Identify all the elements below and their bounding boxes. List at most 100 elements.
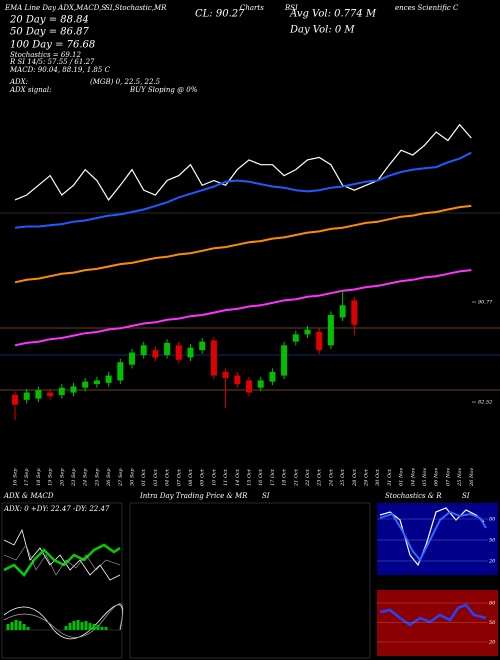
legend-text: MACD: 90.04, 88.19, 1.85 C [9, 66, 111, 74]
x-tick-label: 30 Sep [130, 468, 136, 486]
x-tick-label: 17 Oct [270, 468, 276, 486]
x-tick-label: 23 Sep [71, 468, 77, 487]
candle-body [269, 371, 276, 382]
header-text: Avg Vol: 0.774 M [289, 9, 377, 20]
x-tick-label: 07 Oct [176, 468, 182, 486]
macd-line [3, 603, 124, 638]
panel-title: SI [262, 492, 270, 500]
candle-body [304, 329, 311, 335]
legend-text: ADX signal: [9, 86, 51, 94]
adx-line [3, 544, 121, 576]
candle-body [164, 342, 171, 355]
header-text: Day Vol: 0 M [289, 25, 355, 36]
candle-body [234, 375, 241, 385]
adx-line [3, 543, 121, 577]
panel-tick-label: 80 [489, 601, 496, 607]
x-tick-label: 25 Sep [94, 468, 100, 487]
x-tick-label: 03 Oct [153, 468, 159, 486]
header-text: CL: 90.27 [195, 9, 245, 20]
candle-body [316, 331, 323, 351]
adx-lines [3, 528, 124, 640]
x-tick-label: 06 Nov [434, 468, 440, 486]
x-tick-label: 05 Nov [422, 468, 428, 486]
candle-body [292, 334, 299, 342]
panel-title: Intra Day Trading Price & MR [139, 492, 248, 500]
legend-text: 100 Day = 76.68 [10, 40, 95, 51]
panel-title: ADX & MACD [3, 492, 54, 500]
adx-line [3, 528, 121, 581]
x-tick-label: 01 Nov [399, 468, 405, 486]
candle-body [140, 345, 147, 355]
candle-body [246, 380, 252, 393]
x-tick-label: 15 Oct [247, 468, 253, 486]
x-tick-label: 16 Sep [13, 468, 19, 486]
x-tick-label: 19 Sep [48, 468, 54, 486]
rsi-panel [377, 590, 498, 656]
candle-body [47, 392, 54, 397]
candle-body [351, 300, 358, 325]
x-tick-label: 04 Oct [165, 468, 171, 486]
header-text: BSI [284, 4, 298, 12]
legend-text: ADX: [9, 78, 28, 86]
stoch-line [379, 507, 485, 567]
panel-tick-label: 80 [489, 517, 496, 523]
x-tick-label: 07 Nov [445, 468, 451, 486]
rsi-line [379, 603, 487, 627]
macd-line [3, 604, 123, 640]
header-text: SI,Stochastic,MR [105, 4, 167, 12]
legend-text: R SI 14/5: 57.55 / 61.27 [9, 58, 95, 66]
adx-panel [1, 502, 123, 659]
x-tick-label: 11 Oct [223, 468, 229, 486]
x-tick-label: 25 Oct [340, 468, 346, 487]
panel-title: Stochastics & R [385, 492, 442, 500]
ma-line [14, 123, 472, 201]
ma-line [14, 269, 472, 347]
legend-text: 20 Day = 88.84 [9, 15, 89, 26]
x-tick-label: 01 Oct [141, 468, 147, 486]
x-tick-label: 18 Oct [282, 468, 288, 486]
candle-body [82, 381, 89, 388]
x-tick-label: 09 Oct [200, 468, 206, 486]
candle-body [70, 386, 77, 393]
x-tick-label: 04 Nov [410, 468, 416, 486]
candle-body [210, 340, 217, 376]
legend-text: (MGB) 0, 22.5, 22.5 [90, 78, 161, 86]
header-text: Charts [240, 4, 264, 12]
candle-body [105, 375, 112, 383]
candle-body [187, 347, 194, 358]
x-tick-label: 17 Sep [24, 468, 30, 486]
x-tick-label: 28 Oct [352, 468, 358, 487]
candle-body [327, 314, 334, 346]
legend-text: BUY Sloping @ 0% [129, 86, 198, 94]
header-text: EMA Line Day ADX,MACD,S [4, 4, 106, 12]
x-tick-label: 25 Nov [457, 468, 463, 487]
decor [0, 212, 500, 391]
stoch-panel [377, 503, 498, 575]
x-tick-label: 30 Oct [375, 468, 381, 486]
x-tick-label: 16 Oct [258, 468, 264, 486]
x-tick-label: 20 Sep [59, 468, 65, 487]
candle-body [129, 352, 135, 365]
x-tick-label: 26 Sep [106, 468, 112, 487]
x-tick-label: 22 Oct [305, 468, 311, 487]
stoch-lines [379, 507, 487, 627]
candle-body [222, 371, 229, 379]
candle-body [152, 350, 159, 358]
x-tick-label: 29 Oct [364, 468, 370, 487]
candle-body [175, 345, 182, 360]
panel-title: SI [462, 492, 470, 500]
stoch-line [379, 510, 487, 562]
x-tick-label: 27 Sep [118, 468, 124, 487]
candle-body [93, 380, 100, 385]
candle-body [35, 390, 42, 399]
candle-body [12, 394, 18, 405]
header-text: ences Scientific C [395, 4, 459, 12]
candle-body [339, 305, 346, 318]
macd-histogram [6, 620, 108, 630]
x-tick-label: 23 Oct [317, 468, 323, 487]
x-tick-label: 18 Sep [36, 468, 42, 486]
candle-body [257, 380, 264, 388]
x-tick-label: 14 Oct [235, 468, 241, 486]
panel-tick-label: 50 [489, 538, 496, 544]
